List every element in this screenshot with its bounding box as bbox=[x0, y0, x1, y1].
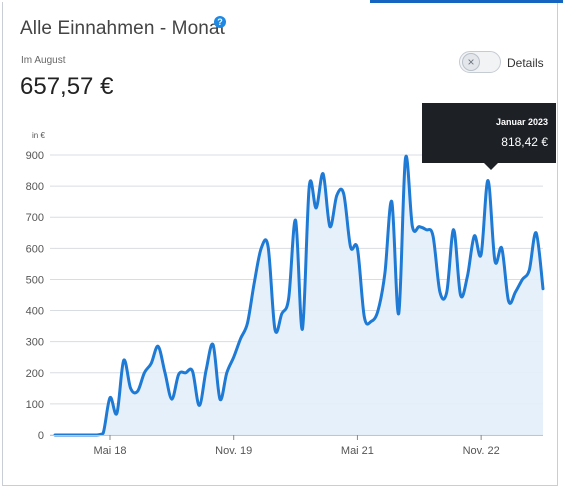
y-tick-label: 500 bbox=[26, 274, 44, 286]
y-tick-label: 0 bbox=[38, 430, 44, 442]
close-icon: × bbox=[462, 53, 480, 71]
chart-tooltip: Januar 2023 818,42 € bbox=[422, 103, 556, 170]
tooltip-title: Januar 2023 bbox=[495, 117, 548, 127]
y-tick-label: 800 bbox=[26, 181, 44, 193]
x-tick-label: Mai 18 bbox=[93, 445, 126, 457]
x-tick-label: Nov. 19 bbox=[215, 445, 252, 457]
tooltip-value: 818,42 € bbox=[501, 135, 548, 149]
x-tick-label: Mai 21 bbox=[341, 445, 374, 457]
widget-title: Alle Einnahmen - Monat bbox=[20, 18, 225, 39]
period-label: Im August bbox=[21, 55, 66, 66]
y-tick-label: 600 bbox=[26, 243, 44, 255]
y-tick-label: 200 bbox=[26, 368, 44, 380]
y-tick-label: 900 bbox=[26, 150, 44, 162]
details-toggle[interactable]: × bbox=[459, 51, 501, 73]
y-tick-label: 700 bbox=[26, 212, 44, 224]
y-tick-label: 400 bbox=[26, 306, 44, 318]
details-label[interactable]: Details bbox=[507, 56, 544, 70]
series-line bbox=[53, 154, 545, 437]
x-tick-label: Nov. 22 bbox=[463, 445, 500, 457]
period-value: 657,57 € bbox=[20, 73, 114, 100]
y-tick-label: 300 bbox=[26, 337, 44, 349]
y-tick-label: 100 bbox=[26, 399, 44, 411]
accent-bar bbox=[370, 0, 563, 3]
y-axis-unit-label: in € bbox=[32, 131, 45, 140]
help-icon[interactable]: ? bbox=[214, 16, 226, 28]
